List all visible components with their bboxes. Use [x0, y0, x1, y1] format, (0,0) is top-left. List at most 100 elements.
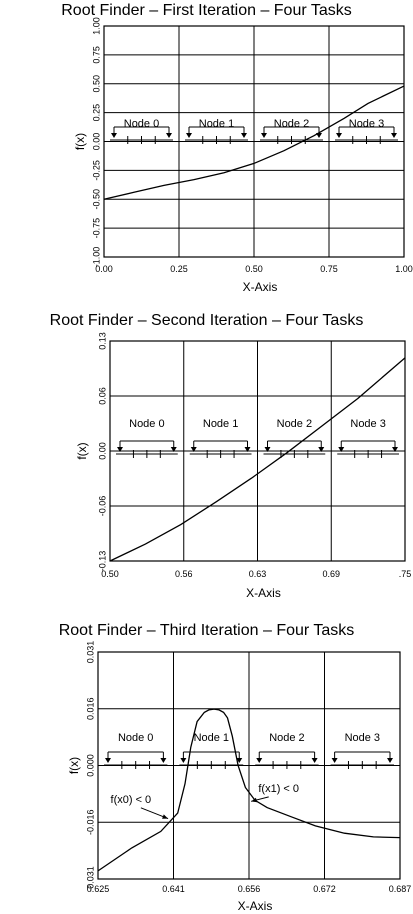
series-line-0: [97, 708, 401, 872]
y-tick-label: 0.00: [97, 442, 107, 460]
node-bracket-1: Node 1: [189, 415, 252, 458]
series-line-0: [109, 357, 406, 562]
node-arrowhead: [256, 758, 263, 763]
y-tick-label: 0.75: [91, 46, 101, 64]
x-tick-label: 0.50: [245, 264, 263, 274]
annotation-label: f(x0) < 0: [111, 794, 152, 806]
chart-plot: -0.031 -0.016 0.000 0.016 0.031 0.625 0.641 0.6…: [67, 641, 412, 913]
x-tick-label: 0.69: [322, 569, 340, 579]
x-tick-label: 0.25: [170, 264, 188, 274]
y-tick-label: 0.016: [85, 697, 95, 720]
node-label-bg: [191, 415, 250, 431]
y-tick-label: -0.25: [91, 160, 101, 181]
x-axis-label: X-Axis: [246, 586, 281, 600]
node-arrowhead: [318, 447, 325, 452]
node-arrowhead: [387, 758, 393, 763]
node-arrowhead: [170, 447, 177, 452]
node-label-bg: [181, 729, 242, 745]
node-label-bg: [265, 415, 324, 431]
y-tick-label: 0.031: [85, 641, 95, 664]
node-bracket-3: Node 3: [335, 115, 398, 144]
node-label: Node 3: [349, 118, 384, 130]
node-arrowhead: [392, 447, 398, 452]
node-label: Node 0: [118, 732, 153, 744]
node-label-bg: [118, 415, 176, 431]
node-label: Node 3: [345, 732, 380, 744]
node-bracket-0: Node 0: [116, 415, 178, 458]
node-arrowhead: [336, 133, 342, 138]
node-bracket-1: Node 1: [185, 115, 248, 144]
node-label: Node 2: [269, 732, 304, 744]
chart-title: Root Finder – First Iteration – Four Tas…: [61, 2, 352, 19]
node-arrowhead: [264, 447, 271, 452]
node-arrowhead: [261, 133, 267, 138]
node-bracket-1: Node 1: [179, 729, 244, 769]
y-tick-label: 0.06: [97, 387, 107, 405]
chart-second-iteration: Root Finder – Second Iteration – Four Ta…: [0, 308, 413, 608]
node-label: Node 1: [203, 418, 238, 430]
y-axis-label: f(x): [73, 133, 87, 150]
y-axis-label: f(x): [67, 757, 81, 774]
node-arrowhead: [111, 133, 117, 138]
annotation-arrowhead: [251, 797, 258, 803]
y-tick-label: -0.50: [91, 189, 101, 210]
x-axis-label: X-Axis: [243, 280, 278, 294]
node-arrowhead: [236, 758, 243, 763]
node-label-bg: [339, 415, 397, 431]
node-label: Node 0: [124, 118, 159, 130]
chart-title: Root Finder – Second Iteration – Four Ta…: [49, 312, 364, 329]
node-arrowhead: [338, 447, 345, 452]
node-bracket-0: Node 0: [104, 729, 168, 769]
node-bracket-0: Node 0: [110, 115, 173, 144]
y-tick-label: -1.00: [91, 247, 101, 268]
y-tick-label: -0.75: [91, 218, 101, 239]
chart-plot: -0.13 -0.06 0.00 0.06 0.13 0.50 0.56 0.63 0.69 .7…: [75, 332, 412, 600]
node-label-bg: [332, 729, 392, 745]
node-arrowhead: [190, 447, 197, 452]
node-arrowhead: [311, 758, 318, 763]
plot-frame: [109, 340, 406, 562]
y-tick-label: 0.00: [91, 133, 101, 151]
x-axis-label: X-Axis: [238, 899, 273, 913]
node-arrowhead: [391, 133, 397, 138]
x-tick-label: .75: [399, 569, 412, 579]
node-arrowhead: [180, 758, 187, 763]
annotation-label: f(x1) < 0: [258, 783, 299, 795]
x-tick-label: 0.672: [313, 884, 336, 894]
series-line-0: [103, 85, 405, 200]
node-arrowhead: [241, 133, 247, 138]
node-arrowhead: [117, 447, 123, 452]
x-tick-label: 0.56: [175, 569, 193, 579]
x-tick-label: 0.75: [320, 264, 338, 274]
x-tick-label: 0.63: [249, 569, 267, 579]
y-tick-label: -0.06: [97, 496, 107, 517]
y-tick-label: -0.031: [85, 866, 95, 892]
y-tick-label: 0.13: [97, 332, 107, 350]
node-label: Node 1: [199, 118, 234, 130]
node-bracket-2: Node 2: [260, 115, 323, 144]
chart-third-iteration: Root Finder – Third Iteration – Four Tas…: [0, 618, 413, 914]
plot-frame: [103, 25, 405, 258]
y-tick-label: 0.50: [91, 75, 101, 93]
chart-plot: -1.00 -0.75 -0.50 -0.25 0.00 0.25 0.50 0.75 1.00…: [73, 17, 413, 294]
y-tick-label: 0.000: [85, 754, 95, 777]
x-tick-label: 0.687: [389, 884, 412, 894]
node-bracket-2: Node 2: [263, 415, 326, 458]
node-label-bg: [106, 729, 166, 745]
y-tick-label: -0.016: [85, 809, 95, 835]
node-bracket-3: Node 3: [337, 415, 399, 458]
x-tick-label: 0.50: [101, 569, 119, 579]
y-axis-label: f(x): [75, 442, 89, 459]
x-tick-label: 0.625: [87, 884, 110, 894]
node-bracket-3: Node 3: [330, 729, 394, 769]
y-tick-label: -0.13: [97, 551, 107, 572]
node-label: Node 1: [194, 732, 229, 744]
x-tick-label: 0.00: [95, 264, 113, 274]
node-label: Node 0: [129, 418, 164, 430]
x-tick-label: 0.641: [162, 884, 185, 894]
node-arrowhead: [166, 133, 172, 138]
y-tick-label: 0.25: [91, 104, 101, 122]
node-label: Node 2: [274, 118, 309, 130]
node-arrowhead: [105, 758, 111, 763]
chart-title: Root Finder – Third Iteration – Four Tas…: [58, 622, 355, 639]
